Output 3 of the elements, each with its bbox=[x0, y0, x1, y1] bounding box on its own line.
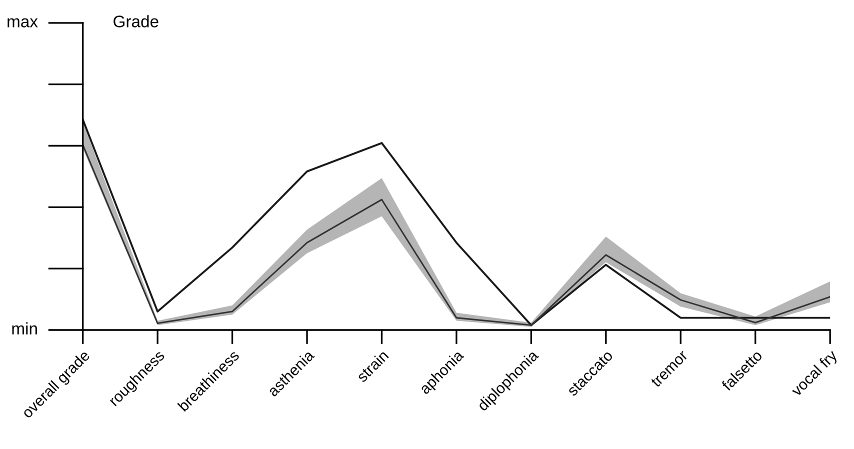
text: min bbox=[12, 322, 37, 334]
text: max bbox=[8, 18, 38, 28]
text: Grade bbox=[114, 15, 158, 28]
